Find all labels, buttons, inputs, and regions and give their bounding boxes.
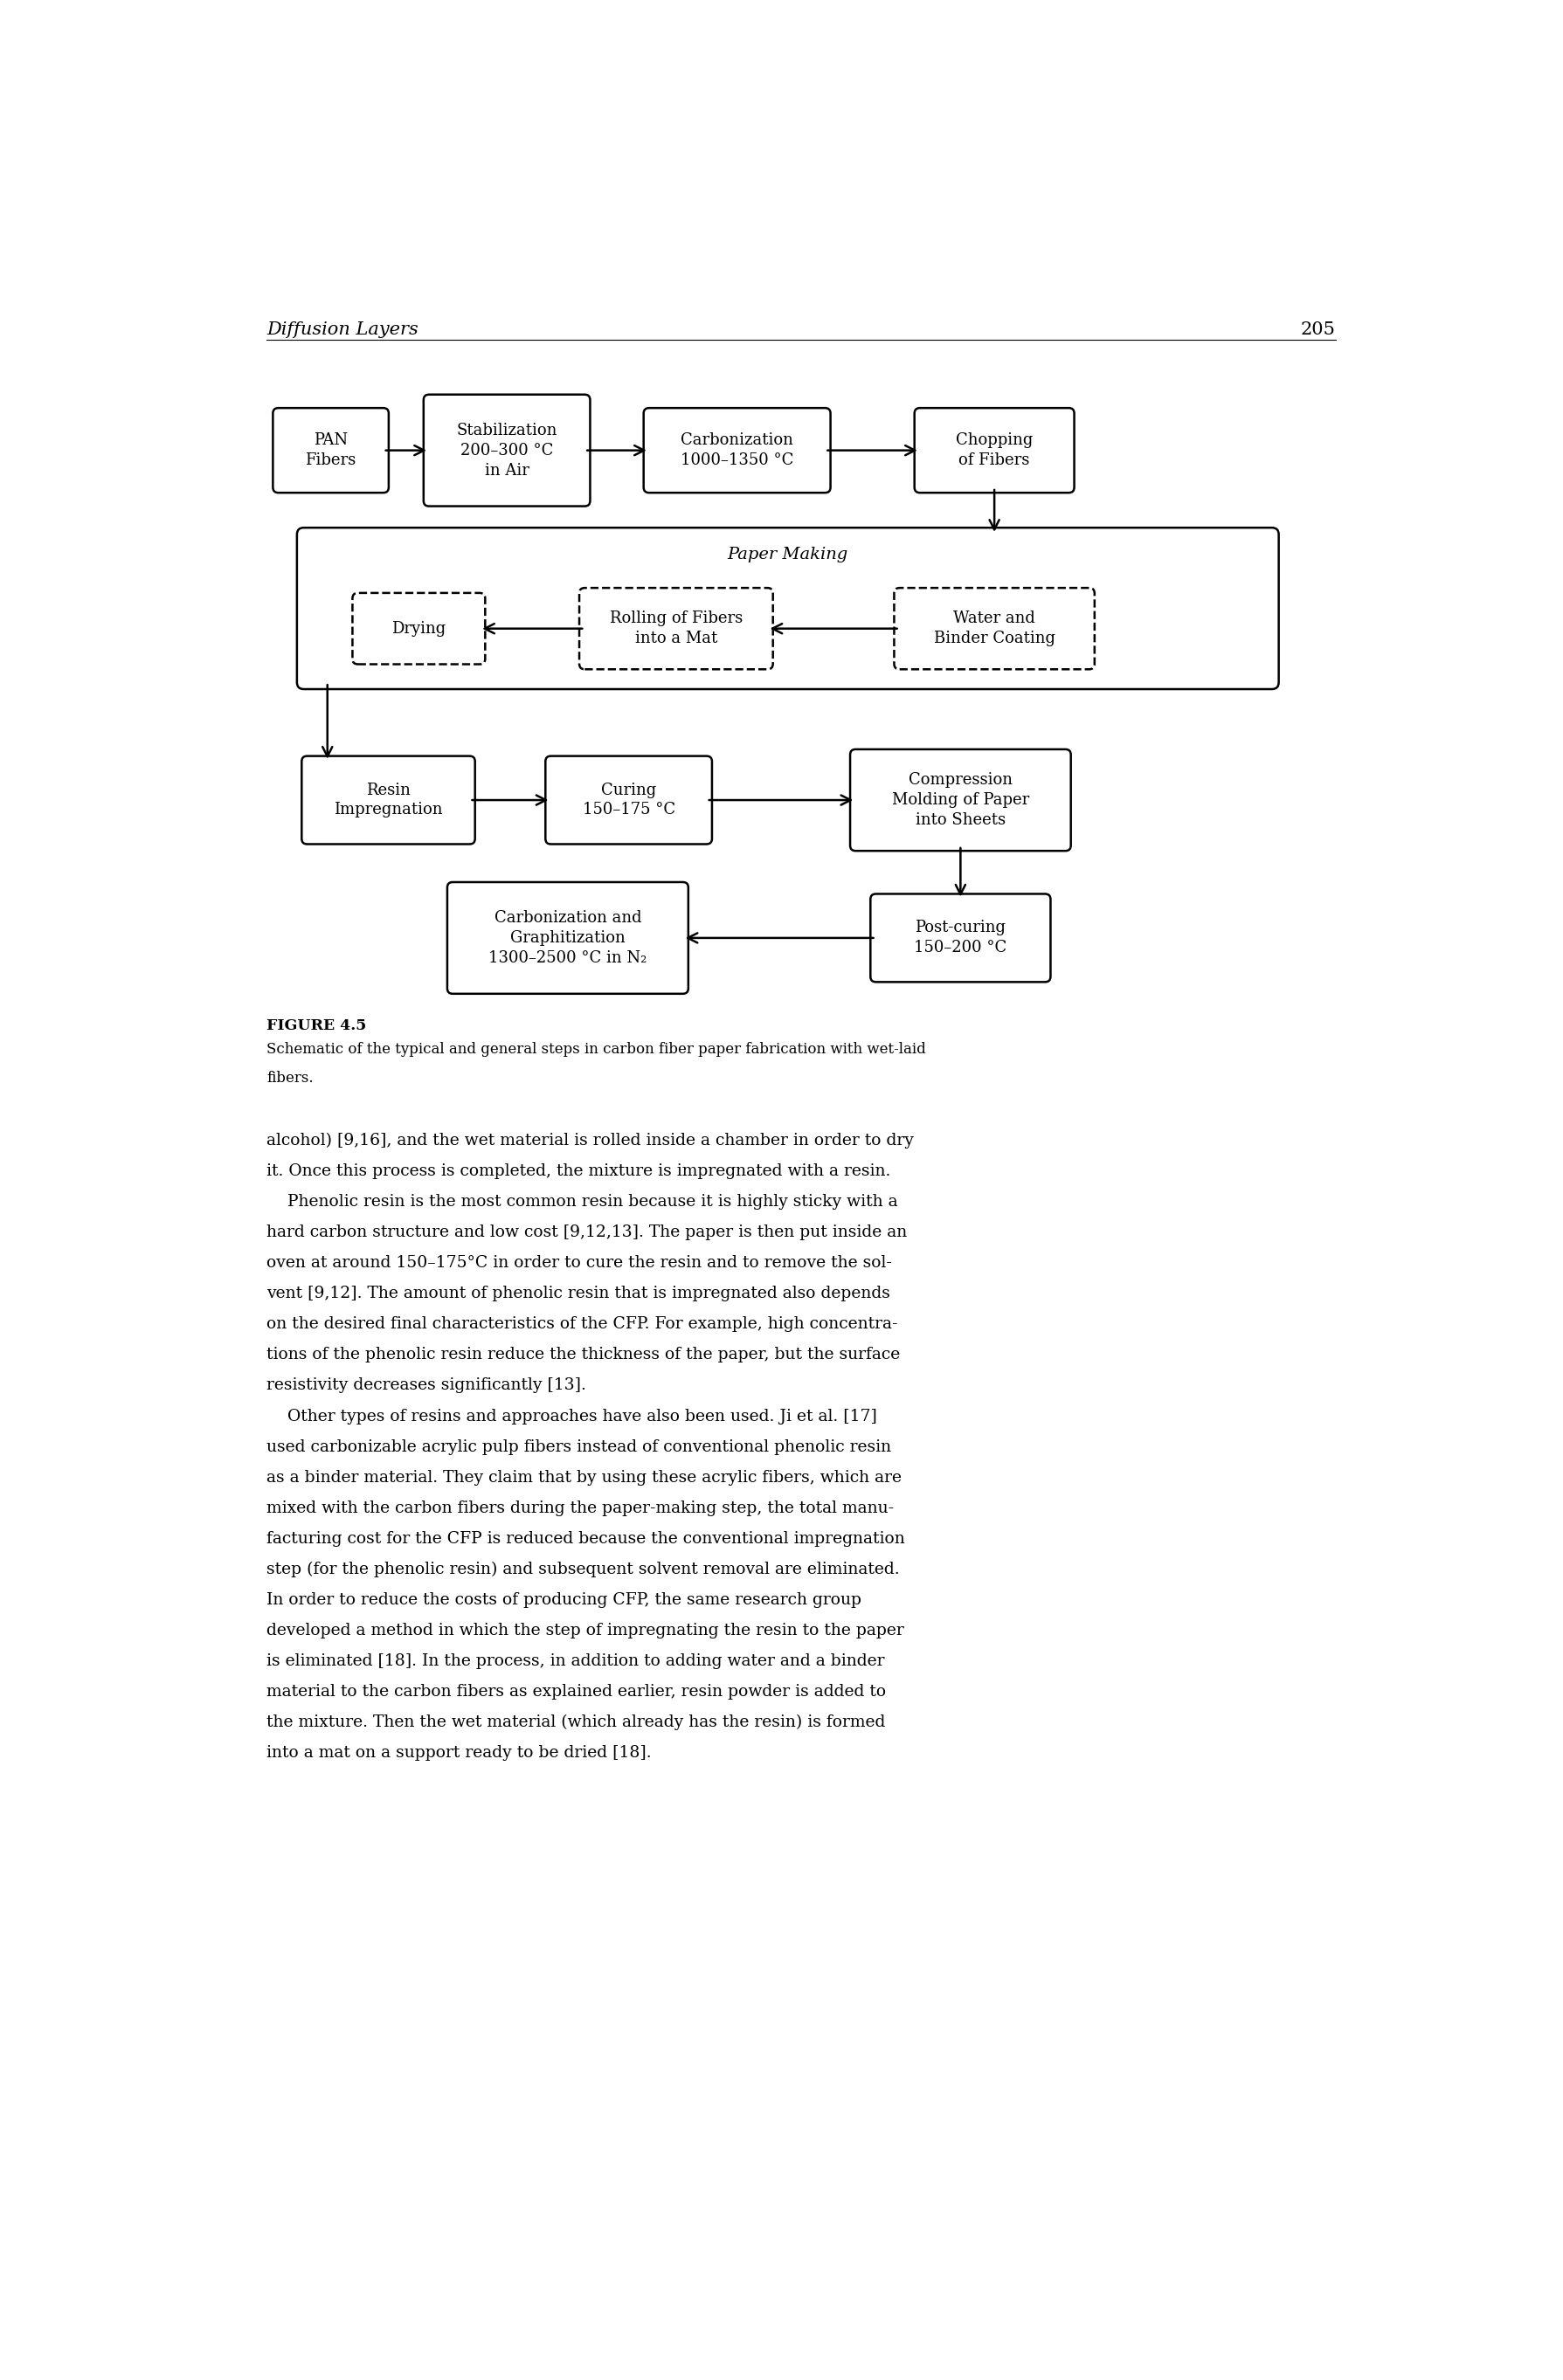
Text: Carbonization
1000–1350 °C: Carbonization 1000–1350 °C (680, 433, 794, 469)
Text: Stabilization
200–300 °C
in Air: Stabilization 200–300 °C in Air (456, 424, 558, 478)
FancyBboxPatch shape (297, 528, 1279, 690)
Text: FIGURE 4.5: FIGURE 4.5 (266, 1019, 366, 1033)
FancyBboxPatch shape (545, 757, 713, 845)
Text: into a mat on a support ready to be dried [18].: into a mat on a support ready to be drie… (266, 1745, 652, 1761)
Text: oven at around 150–175°C in order to cure the resin and to remove the sol-: oven at around 150–175°C in order to cur… (266, 1254, 892, 1271)
Text: Resin
Impregnation: Resin Impregnation (334, 783, 442, 819)
Text: facturing cost for the CFP is reduced because the conventional impregnation: facturing cost for the CFP is reduced be… (266, 1530, 905, 1547)
Text: as a binder material. They claim that by using these acrylic fibers, which are: as a binder material. They claim that by… (266, 1468, 902, 1485)
FancyBboxPatch shape (274, 407, 389, 493)
Text: Other types of resins and approaches have also been used. Ji et al. [17]: Other types of resins and approaches hav… (266, 1409, 877, 1423)
Text: Drying: Drying (392, 621, 445, 635)
Text: it. Once this process is completed, the mixture is impregnated with a resin.: it. Once this process is completed, the … (266, 1164, 891, 1178)
FancyBboxPatch shape (871, 895, 1050, 983)
Text: the mixture. Then the wet material (which already has the resin) is formed: the mixture. Then the wet material (whic… (266, 1714, 885, 1730)
Text: Carbonization and
Graphitization
1300–2500 °C in N₂: Carbonization and Graphitization 1300–25… (489, 909, 647, 966)
Text: In order to reduce the costs of producing CFP, the same research group: In order to reduce the costs of producin… (266, 1592, 861, 1606)
FancyBboxPatch shape (894, 588, 1094, 669)
FancyBboxPatch shape (302, 757, 475, 845)
Text: step (for the phenolic resin) and subsequent solvent removal are eliminated.: step (for the phenolic resin) and subseq… (266, 1561, 900, 1578)
FancyBboxPatch shape (850, 750, 1071, 850)
Text: on the desired final characteristics of the CFP. For example, high concentra-: on the desired final characteristics of … (266, 1316, 897, 1333)
Text: hard carbon structure and low cost [9,12,13]. The paper is then put inside an: hard carbon structure and low cost [9,12… (266, 1226, 907, 1240)
Text: PAN
Fibers: PAN Fibers (305, 433, 356, 469)
Text: fibers.: fibers. (266, 1071, 313, 1085)
Text: vent [9,12]. The amount of phenolic resin that is impregnated also depends: vent [9,12]. The amount of phenolic resi… (266, 1285, 891, 1302)
Text: 205: 205 (1300, 321, 1336, 338)
Text: Schematic of the typical and general steps in carbon fiber paper fabrication wit: Schematic of the typical and general ste… (266, 1042, 925, 1057)
Text: material to the carbon fibers as explained earlier, resin powder is added to: material to the carbon fibers as explain… (266, 1683, 886, 1699)
Text: Chopping
of Fibers: Chopping of Fibers (955, 433, 1033, 469)
FancyBboxPatch shape (644, 407, 830, 493)
Text: developed a method in which the step of impregnating the resin to the paper: developed a method in which the step of … (266, 1623, 903, 1637)
Text: Post-curing
150–200 °C: Post-curing 150–200 °C (914, 921, 1007, 957)
FancyBboxPatch shape (447, 883, 688, 995)
Text: Rolling of Fibers
into a Mat: Rolling of Fibers into a Mat (610, 612, 742, 647)
Text: resistivity decreases significantly [13].: resistivity decreases significantly [13]… (266, 1378, 586, 1392)
Text: Paper Making: Paper Making (727, 547, 849, 562)
Text: Curing
150–175 °C: Curing 150–175 °C (583, 783, 675, 819)
FancyBboxPatch shape (580, 588, 774, 669)
Text: mixed with the carbon fibers during the paper-making step, the total manu-: mixed with the carbon fibers during the … (266, 1499, 894, 1516)
Text: tions of the phenolic resin reduce the thickness of the paper, but the surface: tions of the phenolic resin reduce the t… (266, 1347, 900, 1364)
FancyBboxPatch shape (353, 593, 485, 664)
FancyBboxPatch shape (424, 395, 591, 507)
FancyBboxPatch shape (914, 407, 1074, 493)
Text: is eliminated [18]. In the process, in addition to adding water and a binder: is eliminated [18]. In the process, in a… (266, 1654, 885, 1668)
Text: Water and
Binder Coating: Water and Binder Coating (933, 612, 1055, 647)
Text: Phenolic resin is the most common resin because it is highly sticky with a: Phenolic resin is the most common resin … (266, 1195, 897, 1209)
Text: Compression
Molding of Paper
into Sheets: Compression Molding of Paper into Sheets (892, 771, 1028, 828)
Text: used carbonizable acrylic pulp fibers instead of conventional phenolic resin: used carbonizable acrylic pulp fibers in… (266, 1440, 891, 1454)
Text: Diffusion Layers: Diffusion Layers (266, 321, 419, 338)
Text: alcohol) [9,16], and the wet material is rolled inside a chamber in order to dry: alcohol) [9,16], and the wet material is… (266, 1133, 914, 1150)
